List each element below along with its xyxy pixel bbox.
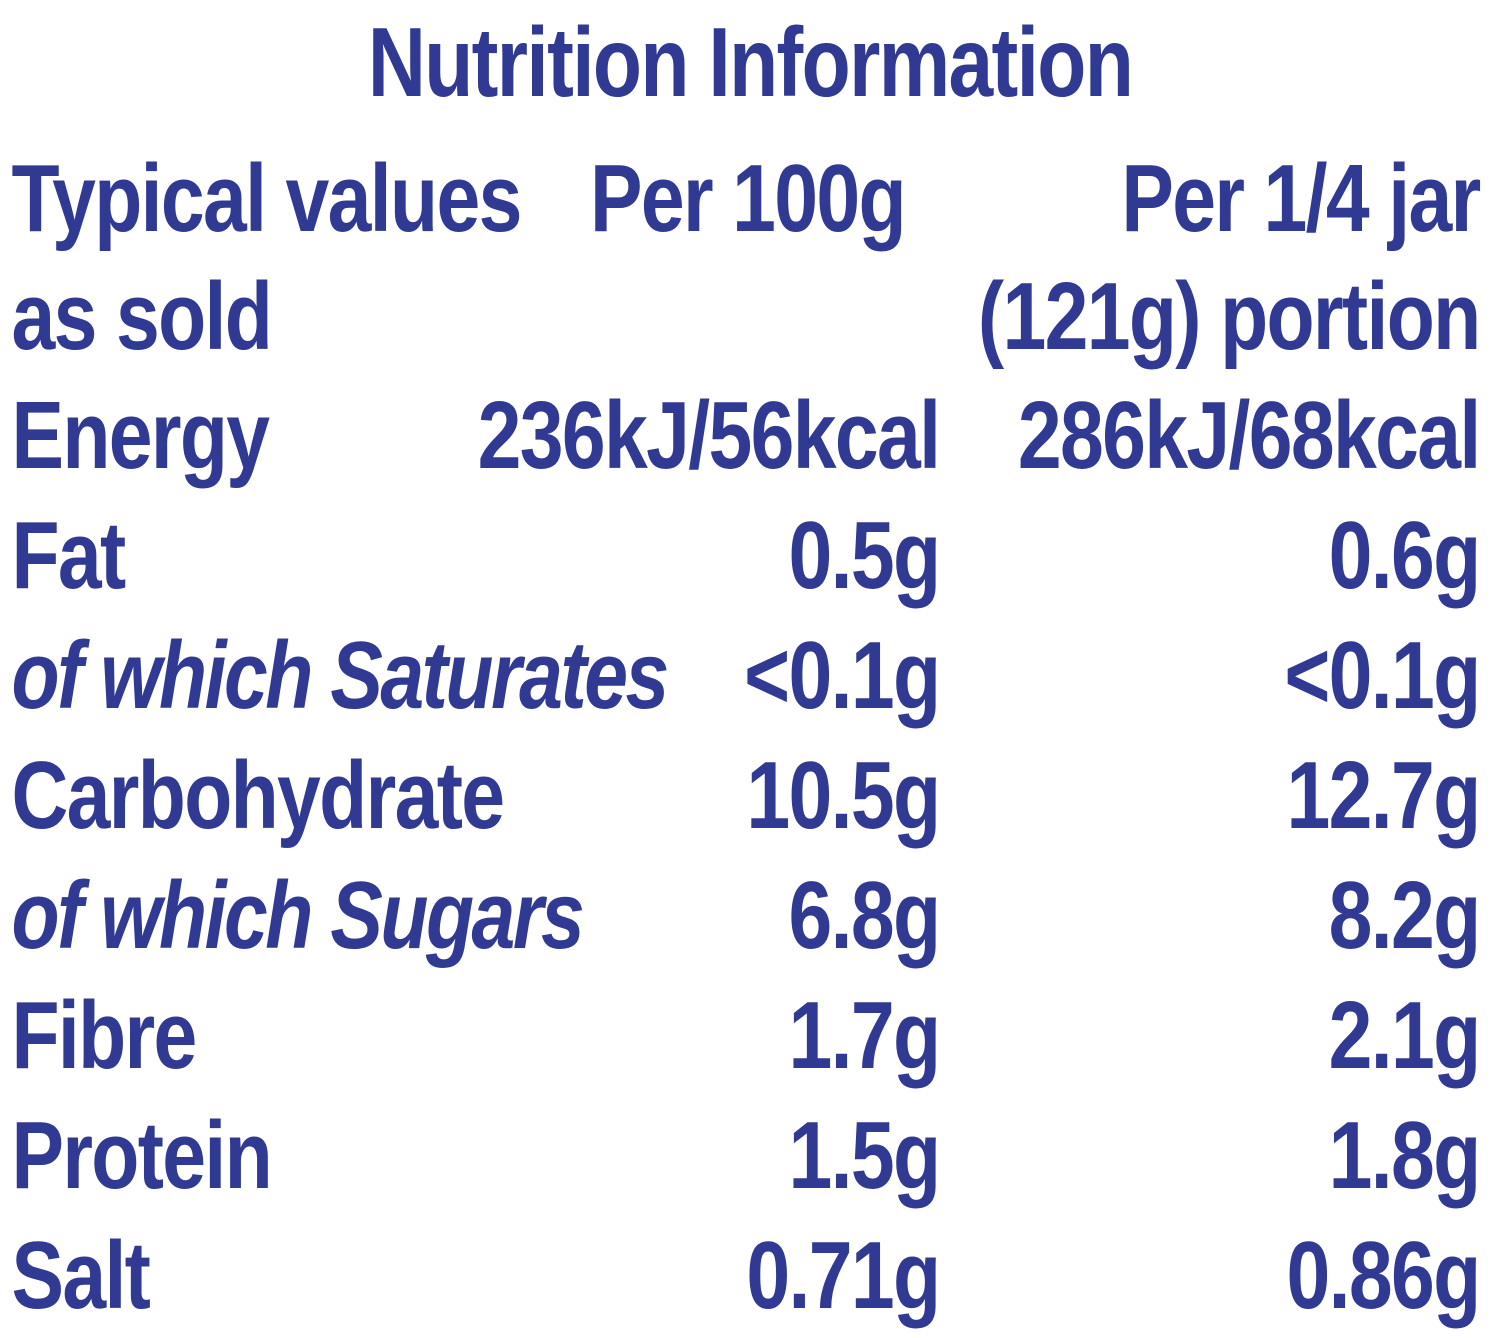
header-per-100g: Per 100g — [589, 145, 907, 252]
table-header-row: Typical values as sold Per 100g Per 1/4 … — [0, 140, 1500, 376]
row-value-per-portion: 286kJ/68kcal — [1017, 382, 1481, 489]
table-row-saturates: of which Saturates <0.1g <0.1g — [0, 616, 1500, 736]
header-per-portion-line2: (121g) portion — [977, 263, 1481, 370]
row-value-per-portion: <0.1g — [1284, 622, 1481, 729]
row-label: of which Saturates — [11, 622, 669, 729]
table-row-fat: Fat 0.5g 0.6g — [0, 496, 1500, 616]
header-typical-values-line1: Typical values — [11, 145, 522, 252]
row-value-per-portion: 8.2g — [1328, 862, 1482, 969]
row-value-per-portion: 12.7g — [1286, 742, 1482, 849]
row-label: Protein — [11, 1102, 272, 1209]
nutrition-title: Nutrition Information — [367, 7, 1134, 117]
row-label: Salt — [11, 1222, 150, 1329]
row-value-per-100g: 10.5g — [746, 742, 941, 849]
row-value-per-100g: 0.71g — [746, 1222, 941, 1329]
table-row-protein: Protein 1.5g 1.8g — [0, 1096, 1500, 1216]
row-label: of which Sugars — [11, 862, 584, 969]
row-value-per-100g: 1.5g — [788, 1102, 941, 1209]
row-value-per-portion: 0.86g — [1286, 1222, 1482, 1329]
row-value-per-100g: <0.1g — [744, 622, 941, 729]
nutrition-label: Nutrition Information Typical values as … — [0, 4, 1500, 1336]
row-value-per-100g: 1.7g — [788, 982, 941, 1089]
row-value-per-portion: 2.1g — [1328, 982, 1482, 1089]
header-typical-values-line2: as sold — [11, 263, 272, 370]
row-value-per-100g: 236kJ/56kcal — [477, 382, 941, 489]
row-label: Carbohydrate — [11, 742, 505, 849]
row-label: Fat — [11, 502, 126, 609]
table-row-salt: Salt 0.71g 0.86g — [0, 1216, 1500, 1336]
row-value-per-portion: 1.8g — [1328, 1102, 1482, 1209]
header-typical-values: Typical values as sold — [11, 140, 522, 376]
header-per-portion: Per 1/4 jar (121g) portion — [977, 140, 1481, 376]
header-per-portion-line1: Per 1/4 jar — [1121, 145, 1481, 252]
row-value-per-portion: 0.6g — [1328, 502, 1482, 609]
row-value-per-100g: 6.8g — [788, 862, 941, 969]
row-label: Energy — [11, 382, 270, 489]
row-value-per-100g: 0.5g — [788, 502, 941, 609]
table-row-sugars: of which Sugars 6.8g 8.2g — [0, 856, 1500, 976]
row-label: Fibre — [11, 982, 197, 1089]
table-row-energy: Energy 236kJ/56kcal 286kJ/68kcal — [0, 376, 1500, 496]
table-row-fibre: Fibre 1.7g 2.1g — [0, 976, 1500, 1096]
table-row-carbohydrate: Carbohydrate 10.5g 12.7g — [0, 736, 1500, 856]
